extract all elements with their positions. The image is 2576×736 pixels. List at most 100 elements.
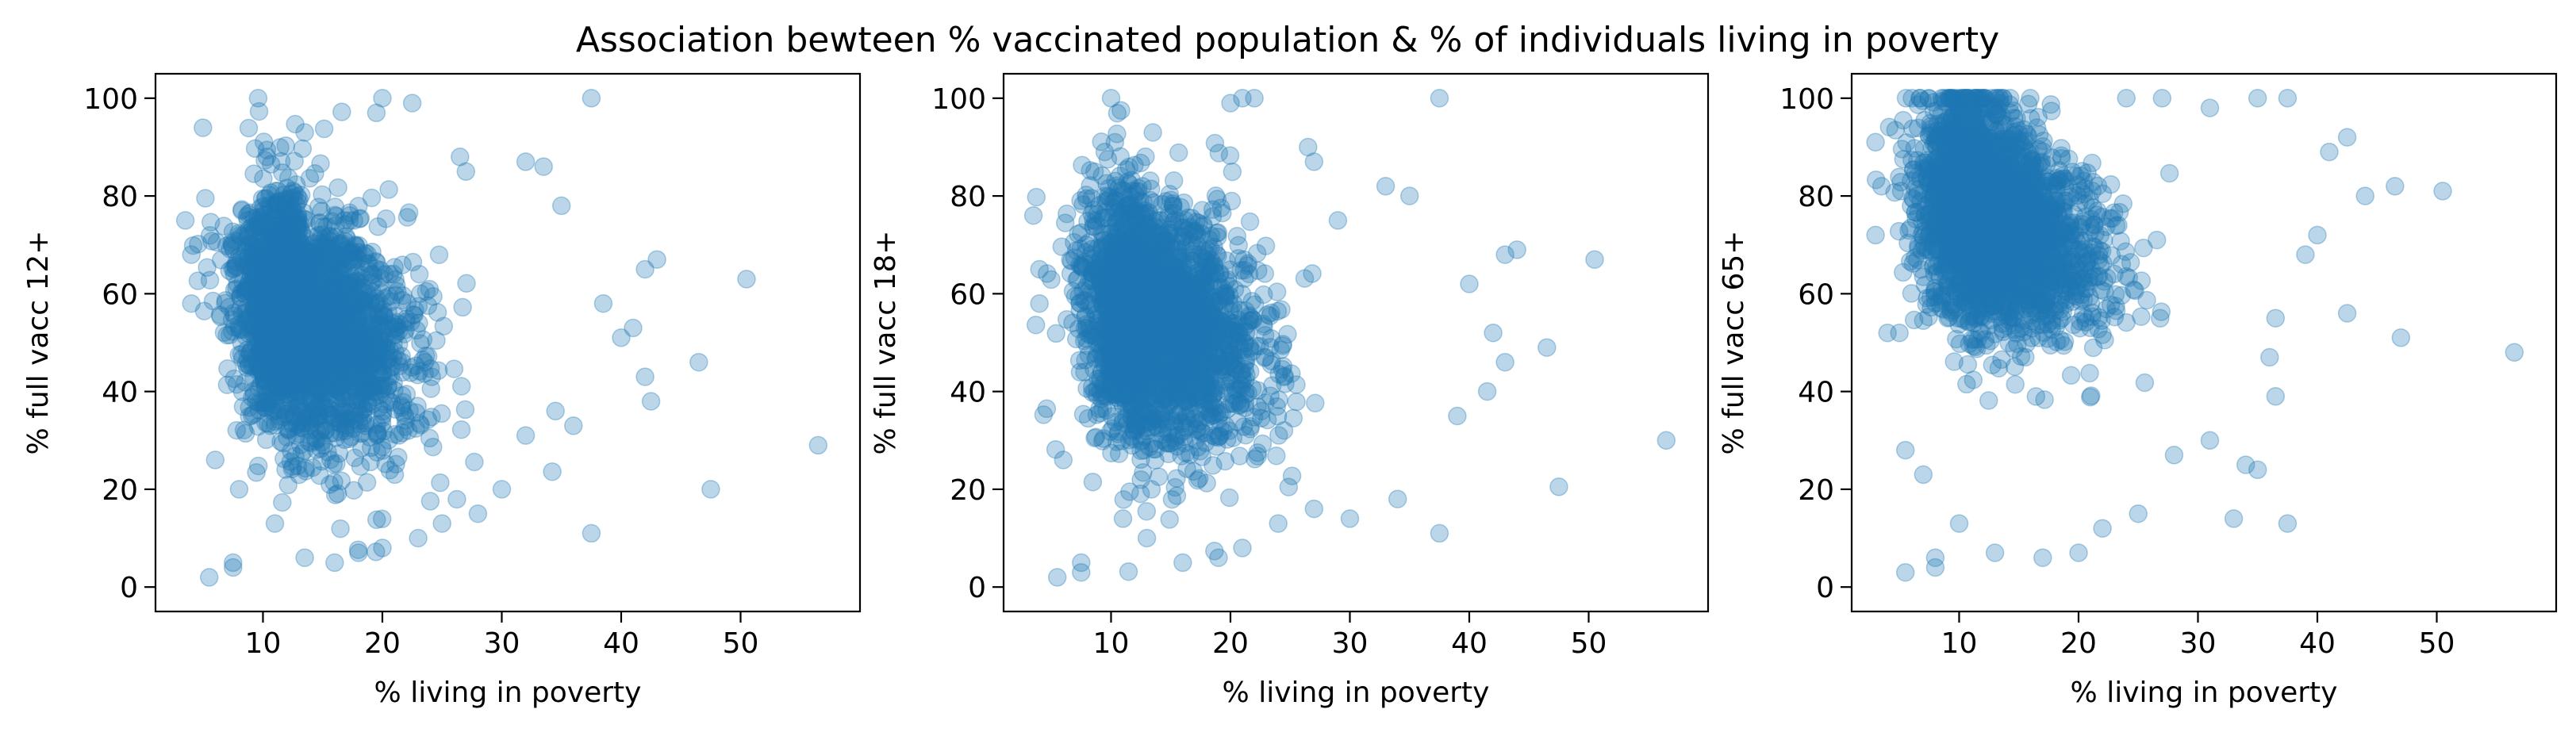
scatter-point <box>205 450 225 470</box>
scatter-point <box>301 415 321 435</box>
scatter-point <box>379 286 399 306</box>
scatter-point <box>351 350 370 369</box>
scatter-point <box>290 375 309 394</box>
scatter-point <box>356 324 376 343</box>
scatter-point <box>315 246 334 265</box>
scatter-point <box>265 279 284 298</box>
scatter-point <box>278 282 298 301</box>
scatter-point <box>299 432 319 452</box>
scatter-point <box>274 198 294 218</box>
scatter-point <box>271 353 290 372</box>
scatter-point <box>281 313 300 332</box>
scatter-point <box>289 217 309 236</box>
scatter-point <box>346 381 366 401</box>
scatter-point <box>279 344 298 363</box>
scatter-point <box>322 385 342 404</box>
scatter-point <box>313 250 332 269</box>
scatter-point <box>492 480 512 499</box>
scatter-point <box>1192 447 1212 466</box>
scatter-point <box>1119 562 1138 581</box>
scatter-point <box>355 382 375 401</box>
scatter-point <box>293 327 313 347</box>
scatter-point <box>271 432 290 451</box>
scatter-point <box>280 313 300 333</box>
scatter-point <box>1284 408 1303 427</box>
scatter-point <box>1267 446 1286 466</box>
scatter-point <box>378 332 397 351</box>
scatter-point <box>420 428 440 448</box>
scatter-point <box>332 233 351 252</box>
scatter-point <box>278 420 298 439</box>
scatter-point <box>303 304 322 324</box>
y-tick-label: 20 <box>102 474 138 507</box>
scatter-point <box>276 227 295 246</box>
scatter-point <box>323 297 343 316</box>
scatter-point <box>263 380 282 399</box>
scatter-point <box>355 356 375 376</box>
scatter-point <box>1052 237 1072 256</box>
scatter-point <box>342 331 361 350</box>
scatter-point <box>261 357 281 376</box>
scatter-point <box>292 344 311 363</box>
scatter-point <box>256 327 276 346</box>
scatter-point <box>283 213 302 233</box>
scatter-point <box>551 196 571 216</box>
scatter-point <box>251 211 271 230</box>
scatter-point <box>278 238 298 257</box>
scatter-point <box>344 246 363 265</box>
scatter-point <box>292 408 311 427</box>
scatter-point <box>689 352 708 372</box>
scatter-point <box>319 286 338 305</box>
scatter-point <box>353 411 372 430</box>
scatter-point <box>259 216 279 235</box>
scatter-point <box>331 310 351 329</box>
scatter-point <box>290 332 309 351</box>
scatter-point <box>373 401 393 421</box>
scatter-point <box>332 343 352 362</box>
scatter-point <box>362 188 382 208</box>
scatter-point <box>290 351 309 370</box>
scatter-point <box>229 480 249 499</box>
scatter-point <box>292 444 311 463</box>
scatter-point <box>252 267 272 287</box>
scatter-point <box>383 357 403 376</box>
scatter-point <box>276 303 295 322</box>
scatter-point <box>289 238 308 257</box>
scatter-point <box>332 310 352 329</box>
scatter-point <box>324 332 344 351</box>
scatter-point <box>288 272 308 292</box>
scatter-point <box>279 255 298 274</box>
scatter-point <box>420 359 440 378</box>
scatter-point <box>356 380 375 399</box>
scatter-point <box>278 214 298 233</box>
scatter-point <box>323 309 342 328</box>
scatter-point <box>394 403 413 423</box>
scatter-point <box>309 355 328 374</box>
scatter-point <box>331 292 351 311</box>
scatter-point <box>382 358 401 378</box>
scatter-point <box>1267 397 1287 416</box>
scatter-point <box>324 323 344 342</box>
scatter-point <box>543 462 562 481</box>
scatter-point <box>310 303 329 323</box>
scatter-point <box>1220 146 1240 165</box>
scatter-point <box>365 375 384 394</box>
scatter-point <box>313 285 332 305</box>
scatter-point <box>309 197 328 217</box>
scatter-point <box>420 492 440 511</box>
scatter-point <box>313 337 332 356</box>
scatter-point <box>280 278 300 297</box>
scatter-point <box>392 352 412 372</box>
scatter-point <box>308 263 327 283</box>
scatter-point <box>269 289 289 309</box>
scatter-point <box>1034 405 1054 424</box>
scatter-point <box>263 289 282 309</box>
scatter-point <box>308 328 328 347</box>
scatter-point <box>270 362 290 381</box>
scatter-point <box>301 332 321 352</box>
scatter-point <box>361 452 380 472</box>
scatter-point <box>363 265 383 285</box>
scatter-point <box>270 319 290 338</box>
scatter-point <box>290 270 310 289</box>
scatter-point <box>315 313 335 332</box>
